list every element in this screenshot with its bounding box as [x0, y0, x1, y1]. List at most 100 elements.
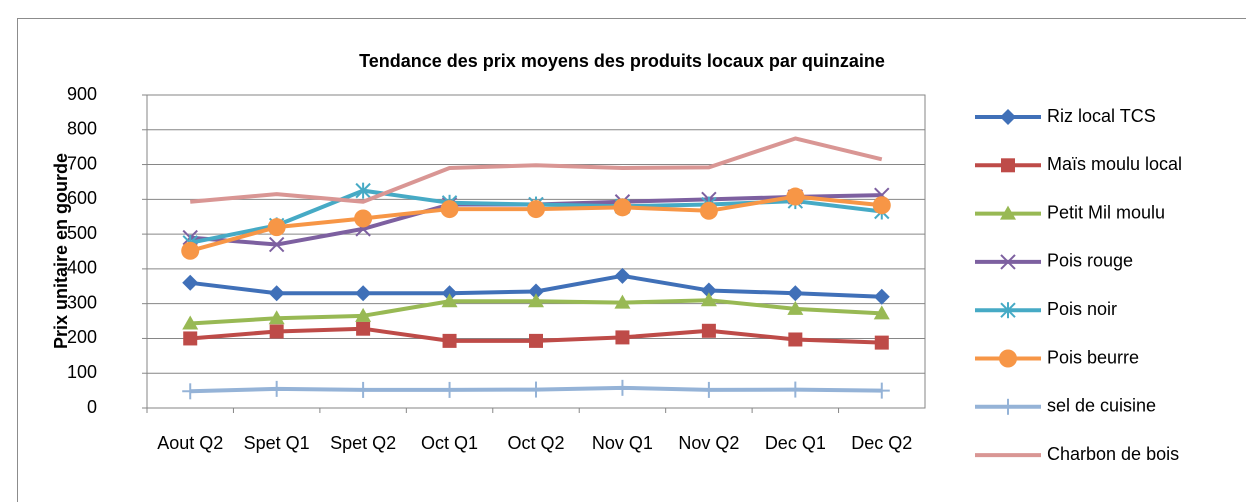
marker-shape [1000, 109, 1016, 125]
marker [700, 282, 717, 299]
marker-shape [355, 285, 372, 302]
marker [182, 383, 199, 400]
marker-shape [441, 293, 458, 308]
marker-shape [873, 288, 890, 305]
x-tick-label: Spet Q1 [244, 433, 310, 453]
marker-stroke [268, 236, 285, 253]
marker-shape [529, 333, 543, 348]
legend-marker [1000, 398, 1016, 415]
marker [181, 241, 200, 260]
y-tick-label: 300 [67, 292, 97, 312]
marker [269, 324, 284, 339]
marker-shape [614, 294, 631, 309]
marker-shape [356, 321, 371, 336]
marker [182, 274, 199, 291]
x-tick-label: Aout Q2 [157, 433, 223, 453]
marker-shape [614, 267, 631, 284]
x-tick-label: Dec Q2 [851, 433, 912, 453]
legend-marker [1000, 205, 1016, 220]
marker [440, 200, 459, 219]
y-tick-label: 200 [67, 327, 97, 347]
x-tick-label: Nov Q1 [592, 433, 653, 453]
x-tick-label: Oct Q1 [421, 433, 478, 453]
x-tick-label: Dec Q1 [765, 433, 826, 453]
marker-shape [874, 335, 889, 350]
marker-shape [269, 324, 284, 339]
legend-label: Maïs moulu local [1047, 154, 1182, 174]
marker [183, 331, 198, 346]
legend-label: Pois noir [1047, 299, 1117, 319]
marker [268, 310, 285, 325]
legend-marker [1001, 158, 1015, 173]
marker-shape [354, 209, 373, 228]
marker-shape [700, 292, 717, 307]
marker-shape [788, 332, 803, 347]
marker [700, 292, 717, 307]
marker-shape [1000, 205, 1016, 220]
marker [267, 218, 286, 237]
legend-marker [999, 349, 1017, 368]
y-tick-label: 700 [67, 153, 97, 173]
marker [182, 315, 199, 330]
x-tick-label: Spet Q2 [330, 433, 396, 453]
marker [442, 333, 457, 348]
y-axis-label: Prix unitaire en gourde [51, 153, 71, 349]
marker [786, 187, 805, 206]
marker [355, 307, 372, 322]
marker [614, 294, 631, 309]
y-tick-label: 600 [67, 188, 97, 208]
marker-stroke [1000, 254, 1016, 270]
marker [614, 379, 631, 396]
legend-marker [1000, 302, 1016, 319]
marker [787, 300, 804, 315]
marker [355, 285, 372, 302]
marker [441, 381, 458, 398]
marker [527, 200, 545, 219]
marker [874, 335, 889, 350]
marker [355, 182, 371, 199]
marker-shape [615, 330, 630, 345]
marker [787, 285, 804, 302]
marker-shape [355, 307, 372, 322]
marker [441, 293, 458, 308]
legend-marker [1000, 254, 1016, 270]
y-tick-label: 0 [87, 397, 97, 417]
y-tick-label: 100 [67, 362, 97, 382]
marker-shape [872, 196, 891, 215]
marker-shape [268, 310, 285, 325]
marker [268, 380, 285, 397]
marker-shape [440, 200, 459, 219]
legend-label: Petit Mil moulu [1047, 202, 1165, 222]
marker [614, 267, 631, 284]
marker-shape [268, 285, 285, 302]
marker [356, 321, 371, 336]
legend-marker [1000, 109, 1016, 125]
marker [268, 285, 285, 302]
marker [873, 382, 890, 399]
legend-label: Pois beurre [1047, 347, 1139, 367]
marker [788, 332, 803, 347]
marker [528, 283, 544, 300]
marker-shape [183, 331, 198, 346]
legend-label: Charbon de bois [1047, 444, 1179, 464]
marker-shape [181, 241, 200, 260]
marker [700, 381, 717, 398]
chart-frame [17, 18, 1246, 502]
marker [699, 201, 718, 220]
marker-shape [787, 300, 804, 315]
marker [787, 381, 804, 398]
marker-shape [999, 349, 1017, 368]
marker [354, 209, 373, 228]
marker [528, 381, 544, 398]
marker [268, 236, 285, 253]
marker-shape [528, 283, 544, 300]
marker [615, 330, 630, 345]
x-tick-label: Nov Q2 [678, 433, 739, 453]
marker-shape [700, 282, 717, 299]
chart-title: Tendance des prix moyens des produits lo… [359, 51, 885, 71]
marker [528, 293, 544, 308]
series-line [190, 136, 883, 204]
legend-label: sel de cuisine [1047, 396, 1156, 416]
marker-shape [787, 285, 804, 302]
legend-label: Riz local TCS [1047, 106, 1156, 126]
